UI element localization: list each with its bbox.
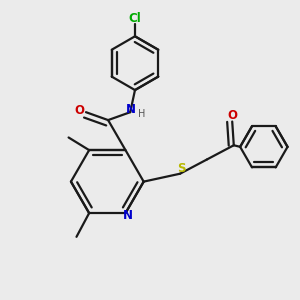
Text: S: S: [177, 162, 186, 175]
Text: Cl: Cl: [129, 12, 141, 25]
Text: O: O: [74, 104, 84, 117]
Text: N: N: [126, 103, 136, 116]
Text: O: O: [227, 110, 237, 122]
Text: N: N: [123, 209, 133, 222]
Text: H: H: [138, 109, 145, 119]
